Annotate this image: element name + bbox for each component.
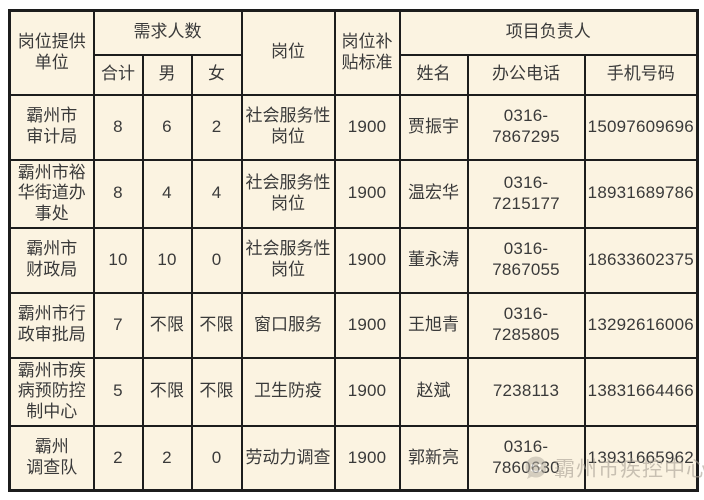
cell-male: 2 xyxy=(141,424,193,492)
cell-female: 0 xyxy=(190,424,243,492)
table-row: 霸州市行 政审批局 7 不限 不限 窗口服务 1900 王旭青 0316-728… xyxy=(8,291,699,359)
header-subsidy: 岗位补 贴标准 xyxy=(333,9,401,96)
cell-office-phone: 0316-7285805 xyxy=(466,291,586,359)
cell-mobile: 15097609696 xyxy=(583,93,699,161)
cell-male: 10 xyxy=(141,226,193,294)
cell-female: 2 xyxy=(190,93,243,161)
cell-name: 董永涛 xyxy=(398,226,469,294)
cell-unit: 霸州市 财政局 xyxy=(8,226,95,294)
cell-name: 郭新亮 xyxy=(398,424,469,492)
cell-position: 社会服务性 岗位 xyxy=(240,158,336,229)
cell-subsidy: 1900 xyxy=(333,158,401,229)
table-row: 霸州 调查队 2 2 0 劳动力调查 1900 郭新亮 0316-7860630… xyxy=(8,424,699,492)
cell-subsidy: 1900 xyxy=(333,291,401,359)
cell-total: 2 xyxy=(92,424,144,492)
cell-female: 0 xyxy=(190,226,243,294)
table-row: 霸州市裕 华街道办 事处 8 4 4 社会服务性 岗位 1900 温宏华 031… xyxy=(8,158,699,229)
cell-office-phone: 0316-7215177 xyxy=(466,158,586,229)
header-demand-group: 需求人数 xyxy=(92,9,243,56)
cell-position: 社会服务性 岗位 xyxy=(240,93,336,161)
header-unit: 岗位提供 单位 xyxy=(8,9,95,96)
cell-name: 贾振宇 xyxy=(398,93,469,161)
cell-mobile: 13831664466 xyxy=(583,356,699,427)
cell-total: 5 xyxy=(92,356,144,427)
job-postings-table: 岗位提供 单位 需求人数 岗位 岗位补 贴标准 项目负责人 合计 男 女 姓名 … xyxy=(8,9,700,493)
cell-male: 不限 xyxy=(141,356,193,427)
cell-name: 王旭青 xyxy=(398,291,469,359)
cell-total: 8 xyxy=(92,93,144,161)
cell-male: 不限 xyxy=(141,291,193,359)
cell-unit: 霸州市疾 病预防控 制中心 xyxy=(8,356,95,427)
cell-mobile: 13292616006 xyxy=(583,291,699,359)
cell-position: 劳动力调查 xyxy=(240,424,336,492)
cell-name: 温宏华 xyxy=(398,158,469,229)
cell-subsidy: 1900 xyxy=(333,93,401,161)
cell-office-phone: 0316-7867055 xyxy=(466,226,586,294)
cell-total: 8 xyxy=(92,158,144,229)
cell-mobile: 13931665962 xyxy=(583,424,699,492)
cell-subsidy: 1900 xyxy=(333,226,401,294)
cell-mobile: 18633602375 xyxy=(583,226,699,294)
header-mobile: 手机号码 xyxy=(583,53,699,96)
cell-position: 卫生防疫 xyxy=(240,356,336,427)
cell-total: 10 xyxy=(92,226,144,294)
cell-female: 4 xyxy=(190,158,243,229)
cell-position: 窗口服务 xyxy=(240,291,336,359)
header-office-phone: 办公电话 xyxy=(466,53,586,96)
cell-female: 不限 xyxy=(190,291,243,359)
header-female: 女 xyxy=(190,53,243,96)
cell-subsidy: 1900 xyxy=(333,356,401,427)
header-leader-group: 项目负责人 xyxy=(398,9,699,56)
cell-female: 不限 xyxy=(190,356,243,427)
cell-unit: 霸州 调查队 xyxy=(8,424,95,492)
cell-unit: 霸州市 审计局 xyxy=(8,93,95,161)
header-male: 男 xyxy=(141,53,193,96)
cell-unit: 霸州市行 政审批局 xyxy=(8,291,95,359)
cell-unit: 霸州市裕 华街道办 事处 xyxy=(8,158,95,229)
cell-mobile: 18931689786 xyxy=(583,158,699,229)
header-name: 姓名 xyxy=(398,53,469,96)
cell-position: 社会服务性 岗位 xyxy=(240,226,336,294)
table-row: 霸州市 财政局 10 10 0 社会服务性 岗位 1900 董永涛 0316-7… xyxy=(8,226,699,294)
cell-name: 赵斌 xyxy=(398,356,469,427)
cell-office-phone: 0316-7860630 xyxy=(466,424,586,492)
cell-office-phone: 7238113 xyxy=(466,356,586,427)
cell-subsidy: 1900 xyxy=(333,424,401,492)
cell-office-phone: 0316-7867295 xyxy=(466,93,586,161)
cell-male: 6 xyxy=(141,93,193,161)
table-row: 霸州市疾 病预防控 制中心 5 不限 不限 卫生防疫 1900 赵斌 72381… xyxy=(8,356,699,427)
cell-total: 7 xyxy=(92,291,144,359)
table-row: 霸州市 审计局 8 6 2 社会服务性 岗位 1900 贾振宇 0316-786… xyxy=(8,93,699,161)
header-position: 岗位 xyxy=(240,9,336,96)
cell-male: 4 xyxy=(141,158,193,229)
header-total: 合计 xyxy=(92,53,144,96)
